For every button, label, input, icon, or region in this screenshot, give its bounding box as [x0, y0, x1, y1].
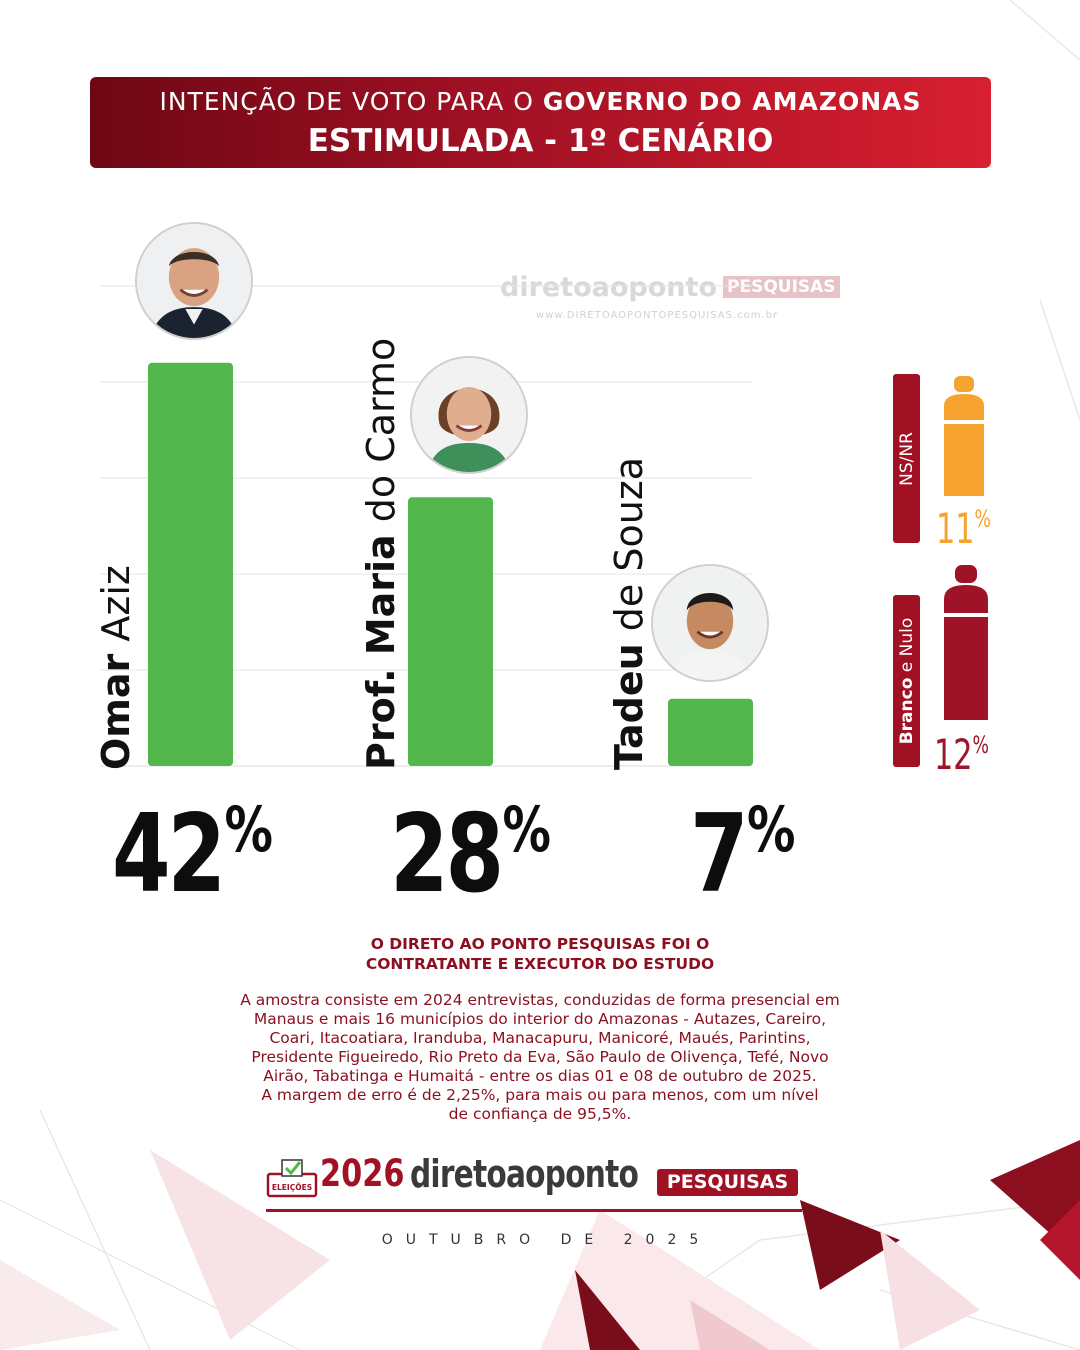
candidate-name-maria-do-carmo: Prof. Maria do Carmo	[362, 338, 400, 770]
methodology-text: A amostra consiste em 2024 entrevistas, …	[190, 991, 890, 1124]
footer-divider	[266, 1209, 802, 1212]
methodology-line: Presidente Figueiredo, Rio Preto da Eva,…	[190, 1048, 890, 1067]
methodology-line: Manaus e mais 16 municípios do interior …	[190, 1010, 890, 1029]
candidate-name-omar-aziz: Omar Aziz	[97, 565, 135, 770]
nsnr-person-icon	[936, 376, 992, 496]
data-label-tadeu-de-souza: 7%	[690, 770, 792, 915]
candidate-photo-omar-aziz	[135, 222, 253, 340]
methodology-line: Coari, Itacoatiara, Iranduba, Manacapuru…	[190, 1029, 890, 1048]
data-label-omar-aziz: 42%	[112, 770, 270, 915]
footer-logo: ELEIÇÕES 2026 diretoaoponto PESQUISAS	[266, 1150, 802, 1212]
footer-date: OUTUBRO DE 2025	[0, 1232, 1080, 1248]
candidate-name-tadeu-de-souza: Tadeu de Souza	[610, 457, 648, 770]
footer-brand: diretoaoponto	[410, 1152, 638, 1196]
bar-prof-maria-do-carmo	[408, 497, 493, 766]
footer-badge: PESQUISAS	[657, 1169, 798, 1196]
branco-nulo-value: 12%	[934, 722, 989, 778]
methodology-line: Airão, Tabatinga e Humaitá - entre os di…	[190, 1067, 890, 1086]
methodology-line: A amostra consiste em 2024 entrevistas, …	[190, 991, 890, 1010]
bar-tadeu-de-souza	[668, 699, 753, 766]
branco-nulo-person-icon	[940, 565, 992, 720]
svg-text:ELEIÇÕES: ELEIÇÕES	[272, 1183, 312, 1192]
methodology-title: O DIRETO AO PONTO PESQUISAS FOI O CONTRA…	[0, 934, 1080, 974]
ballot-box-icon: ELEIÇÕES	[266, 1158, 318, 1198]
bar-omar-aziz	[148, 363, 233, 766]
methodology-line: de confiança de 95,5%.	[190, 1105, 890, 1124]
methodology-line: A margem de erro é de 2,25%, para mais o…	[190, 1086, 890, 1105]
branco-nulo-label: Branco e Nulo	[893, 595, 920, 767]
candidate-photo-maria-do-carmo	[410, 356, 528, 474]
nsnr-value: 11%	[936, 496, 991, 552]
nsnr-label: NS/NR	[893, 374, 920, 543]
candidate-photo-tadeu-de-souza	[651, 564, 769, 682]
footer-year: 2026	[320, 1152, 404, 1195]
data-label-maria-do-carmo: 28%	[390, 770, 548, 915]
